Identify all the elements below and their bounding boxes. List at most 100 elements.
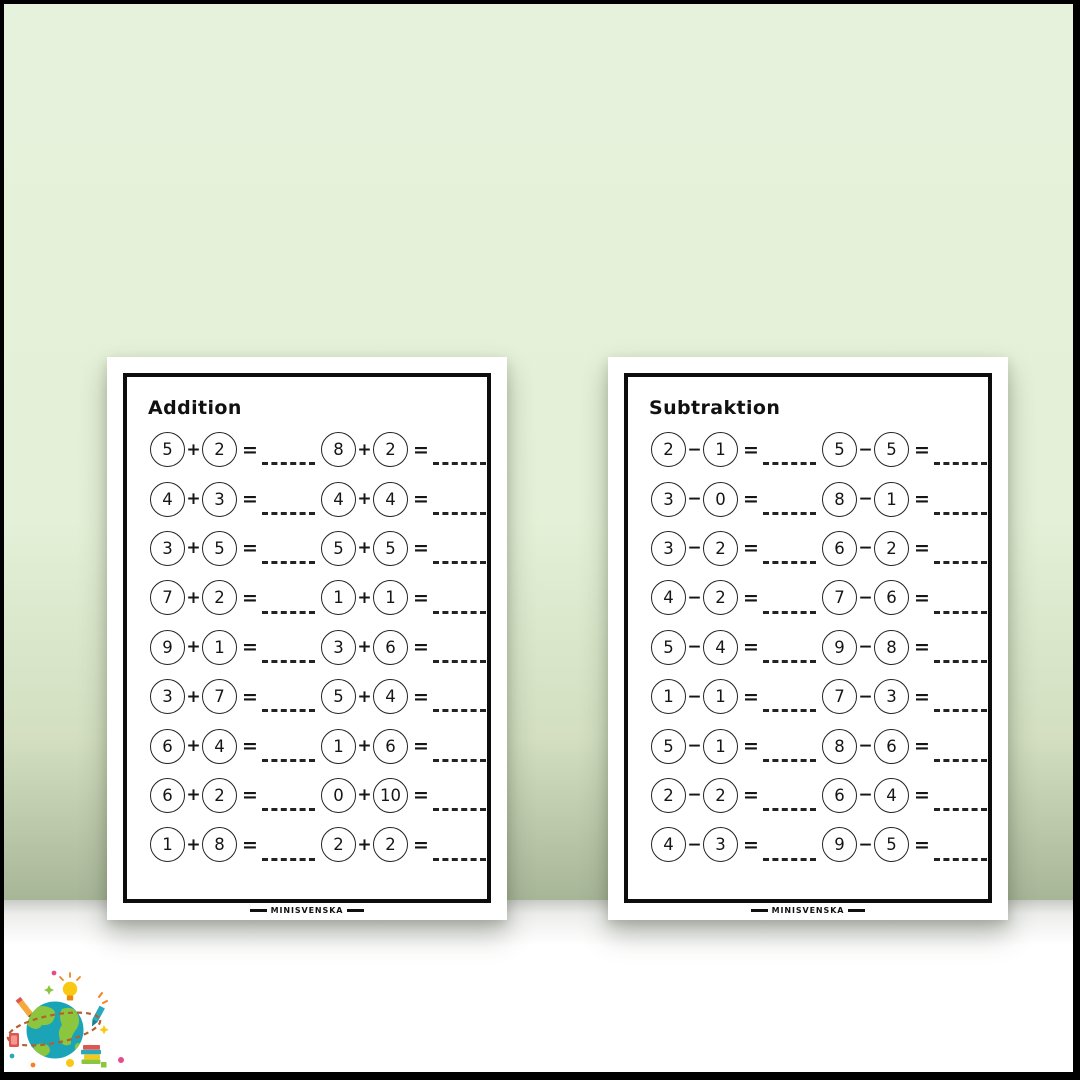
operand-value: 8: [214, 835, 225, 855]
operand-circle: 8: [822, 728, 857, 764]
operand-value: 8: [886, 637, 897, 657]
operand-value: 6: [886, 736, 897, 756]
answer-blank: [762, 462, 816, 466]
math-problem: 4 − 2 =: [651, 573, 816, 622]
problem-row: 4 + 3 = 4 + 4 =: [107, 474, 507, 523]
math-problem: 1 + 6 =: [321, 721, 486, 770]
operator-sign: +: [357, 736, 372, 757]
problem-row: 2 − 1 = 5 − 5 =: [608, 425, 1008, 474]
equals-sign: =: [914, 685, 930, 708]
answer-blank: [261, 659, 315, 663]
equals-sign: =: [413, 685, 429, 708]
operator-sign: +: [357, 489, 372, 510]
answer-blank: [933, 511, 987, 515]
operand-value: 2: [214, 785, 225, 805]
equals-sign: =: [743, 438, 759, 461]
problem-row: 5 − 1 = 8 − 6 =: [608, 721, 1008, 770]
operand-circle: 5: [874, 827, 909, 863]
problem-row: 6 + 4 = 1 + 6 =: [107, 721, 507, 770]
equals-sign: =: [242, 735, 258, 758]
sparkle-orange: [98, 992, 108, 1004]
equals-sign: =: [413, 784, 429, 807]
problem-row: 7 + 2 = 1 + 1 =: [107, 573, 507, 622]
answer-blank: [762, 659, 816, 663]
answer-blank: [933, 758, 987, 762]
equals-sign: =: [914, 735, 930, 758]
operand-value: 7: [834, 687, 845, 707]
math-problem: 6 + 4 =: [150, 721, 315, 770]
math-problem: 6 + 2 =: [150, 771, 315, 820]
operand-circle: 4: [373, 481, 408, 517]
worksheet-subtraktion: Subtraktion 2 − 1 = 5 − 5 = 3 − 0 = 8 −: [608, 357, 1008, 920]
answer-blank: [261, 709, 315, 713]
worksheet-frame: [624, 373, 992, 903]
operand-value: 1: [886, 489, 897, 509]
footer-brand-text: MINISVENSKA: [771, 906, 845, 915]
equals-sign: =: [413, 438, 429, 461]
sparkle-dot-magenta: [51, 970, 57, 976]
operand-circle: 1: [703, 679, 738, 715]
operator-sign: +: [357, 587, 372, 608]
answer-blank: [261, 808, 315, 812]
operator-sign: +: [357, 686, 372, 707]
operator-sign: −: [858, 785, 873, 806]
math-problem: 4 + 4 =: [321, 474, 486, 523]
operator-sign: +: [186, 834, 201, 855]
operand-circle: 6: [150, 728, 185, 764]
math-problem: 5 + 2 =: [150, 425, 315, 474]
answer-blank: [432, 709, 486, 713]
math-problem: 0 + 10 =: [321, 771, 486, 820]
operand-value: 4: [214, 736, 225, 756]
operand-value: 2: [214, 440, 225, 460]
operand-circle: 2: [703, 530, 738, 566]
operator-sign: −: [687, 736, 702, 757]
math-problem: 7 + 2 =: [150, 573, 315, 622]
operand-circle: 2: [703, 580, 738, 616]
equals-sign: =: [413, 488, 429, 511]
answer-blank: [933, 659, 987, 663]
equals-sign: =: [413, 537, 429, 560]
operand-circle: 6: [373, 728, 408, 764]
sparkle-star-green: [44, 985, 54, 995]
operand-value: 7: [834, 588, 845, 608]
operand-circle: 2: [202, 432, 237, 468]
operand-circle: 7: [150, 580, 185, 616]
equals-sign: =: [743, 735, 759, 758]
answer-blank: [261, 511, 315, 515]
operand-value: 1: [715, 440, 726, 460]
operator-sign: +: [357, 439, 372, 460]
math-problem: 5 − 4 =: [651, 623, 816, 672]
operand-value: 2: [385, 440, 396, 460]
math-problem: 8 − 6 =: [822, 721, 987, 770]
operand-value: 3: [886, 687, 897, 707]
operand-circle: 2: [703, 777, 738, 813]
operand-value: 1: [214, 637, 225, 657]
math-problem: 1 + 1 =: [321, 573, 486, 622]
operand-circle: 8: [321, 432, 356, 468]
operand-circle: 5: [651, 629, 686, 665]
answer-blank: [762, 511, 816, 515]
operand-value: 2: [333, 835, 344, 855]
operator-sign: +: [357, 785, 372, 806]
operand-value: 0: [715, 489, 726, 509]
math-problem: 1 − 1 =: [651, 672, 816, 721]
operand-value: 2: [663, 785, 674, 805]
equals-sign: =: [242, 438, 258, 461]
operand-value: 3: [663, 538, 674, 558]
sparkle-dot-yellow: [66, 1059, 74, 1067]
operand-value: 5: [333, 538, 344, 558]
equals-sign: =: [743, 537, 759, 560]
operand-circle: 4: [874, 777, 909, 813]
equals-sign: =: [743, 636, 759, 659]
operand-circle: 7: [822, 679, 857, 715]
answer-blank: [933, 561, 987, 565]
operand-circle: 2: [202, 777, 237, 813]
operand-circle: 1: [874, 481, 909, 517]
operand-circle: 9: [822, 827, 857, 863]
sparkle-star-yellow: [99, 1025, 109, 1035]
operator-sign: −: [687, 587, 702, 608]
operand-value: 2: [663, 440, 674, 460]
crayon-icon: [91, 1005, 105, 1027]
operand-value: 2: [385, 835, 396, 855]
operand-value: 9: [162, 637, 173, 657]
